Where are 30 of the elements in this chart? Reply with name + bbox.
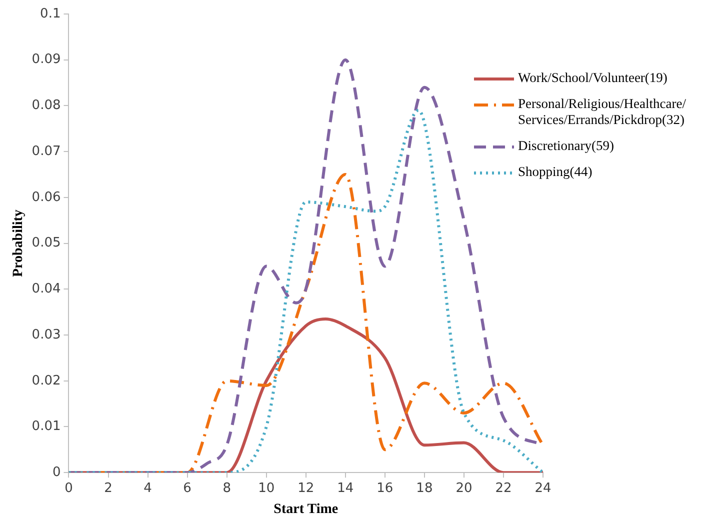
y-tick-label: 0.09: [32, 52, 61, 68]
x-tick-label: 18: [416, 480, 433, 496]
y-tick-label: 0.01: [32, 419, 61, 434]
y-tick-label: 0.1: [40, 6, 61, 22]
x-axis-title: Start Time: [274, 502, 338, 518]
y-tick-label: 0.02: [32, 373, 61, 388]
y-tick-label: 0.06: [32, 190, 61, 205]
x-tick-label: 2: [104, 480, 112, 496]
y-tick-label: 0.08: [32, 98, 61, 114]
y-tick-label: 0: [52, 464, 61, 480]
x-tick-label: 6: [183, 480, 192, 496]
x-tick-label: 8: [222, 480, 231, 496]
x-tick-label: 22: [495, 480, 512, 496]
x-tick-label: 16: [376, 480, 394, 496]
legend-label: Shopping(44): [518, 164, 594, 180]
text: Personal/Religious/Healthcare/Services/Errands/Pickdrop(32): [518, 96, 686, 127]
x-tick-label: 4: [144, 480, 152, 496]
y-tick-label: 0.03: [32, 327, 61, 342]
x-tick-label: 10: [258, 480, 275, 496]
x-tick-label: 14: [337, 480, 354, 496]
x-tick-label: 0: [64, 480, 73, 496]
legend-label: Discretionary(59): [518, 138, 615, 154]
y-tick-label: 0.05: [32, 236, 61, 251]
x-tick-label: 24: [534, 480, 552, 496]
legend-label: Work/School/Volunteer(19): [518, 70, 668, 86]
y-axis-title: Probability: [11, 210, 26, 278]
y-tick-label: 0.04: [32, 282, 61, 297]
y-tick-label: 0.07: [32, 144, 61, 159]
x-tick-label: 20: [456, 480, 472, 496]
x-tick-label: 12: [298, 480, 314, 496]
